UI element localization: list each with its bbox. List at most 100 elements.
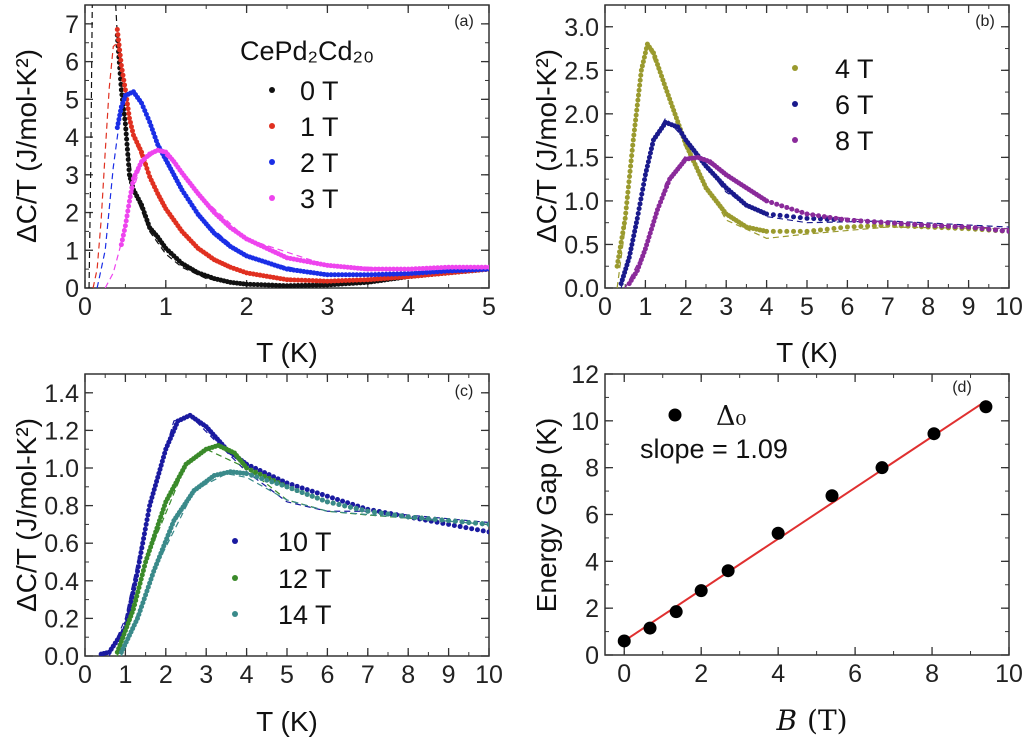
data-point <box>634 215 640 221</box>
data-point <box>126 162 132 168</box>
data-point <box>118 87 124 93</box>
x-tick-label: 9 <box>962 293 976 321</box>
data-point <box>147 580 153 586</box>
data-point <box>257 468 263 474</box>
data-point <box>797 215 803 221</box>
data-point <box>157 466 163 472</box>
data-point <box>321 278 327 284</box>
data-point <box>794 208 800 214</box>
series-4-T <box>614 41 1009 288</box>
x-tick-label: 8 <box>925 660 939 688</box>
data-point <box>420 270 426 276</box>
data-point <box>335 496 340 502</box>
data-point <box>144 166 150 172</box>
data-point <box>446 268 452 274</box>
panel-tag: (b) <box>975 13 995 30</box>
data-point <box>132 602 138 608</box>
data-point <box>347 504 353 510</box>
plot-area <box>614 41 1009 288</box>
data-point <box>451 522 457 528</box>
data-point <box>398 513 404 519</box>
y-tick-label: 2.5 <box>564 57 599 85</box>
data-point <box>811 228 817 234</box>
data-point <box>144 588 150 594</box>
data-point <box>335 281 341 287</box>
data-point <box>134 593 140 599</box>
data-point <box>986 226 992 232</box>
data-point <box>438 265 444 271</box>
y-tick-label: 2.0 <box>564 101 599 129</box>
panel-c: 0 1 2 3 4 5 6 7 8 9 10 0.0 0.2 0.4 0.6 0.8 1.0 1.2 1.4ΔC/T… <box>11 373 503 737</box>
data-point <box>459 519 465 525</box>
data-point <box>124 141 130 147</box>
data-point <box>154 478 160 484</box>
data-point <box>304 491 310 497</box>
data-point <box>638 72 644 78</box>
data-point <box>114 125 120 131</box>
data-point <box>140 104 146 110</box>
data-point <box>764 198 770 204</box>
data-point <box>266 282 272 288</box>
data-point <box>357 272 363 278</box>
data-point <box>1006 228 1009 234</box>
data-point <box>138 576 144 582</box>
data-point <box>162 503 168 509</box>
data-point <box>661 191 667 197</box>
data-point <box>398 271 404 277</box>
legend-label: 6 T <box>835 90 874 120</box>
data-point <box>152 482 158 488</box>
data-point <box>151 533 157 539</box>
data-point <box>416 270 422 276</box>
data-point <box>262 470 268 476</box>
data-point <box>972 225 978 231</box>
data-point <box>309 493 315 499</box>
data-point <box>124 101 130 107</box>
data-point <box>912 221 918 227</box>
series-6-T <box>618 117 1009 288</box>
data-point <box>319 492 325 498</box>
data-point <box>784 204 790 210</box>
data-point <box>378 510 384 516</box>
data-point <box>339 278 345 284</box>
data-point <box>658 199 664 205</box>
panel-tag: (a) <box>454 13 474 30</box>
data-point <box>304 487 310 493</box>
x-tick-label: 1 <box>118 661 132 689</box>
data-point <box>139 202 145 208</box>
data-point <box>137 554 143 560</box>
data-point <box>633 224 639 230</box>
data-point <box>127 194 133 200</box>
data-point <box>145 512 151 518</box>
x-tick-label: 10 <box>995 293 1023 321</box>
data-point <box>952 223 958 229</box>
data-point <box>630 142 636 148</box>
x-tick-label: 2 <box>240 293 254 321</box>
data-point <box>810 212 816 218</box>
y-tick-label: 12 <box>571 361 599 389</box>
y-tick-label: 0.8 <box>44 493 79 521</box>
data-point <box>858 218 864 224</box>
data-point <box>412 515 418 521</box>
data-point <box>129 185 135 191</box>
data-point <box>424 269 430 275</box>
data-point <box>631 127 637 133</box>
data-point <box>771 526 785 540</box>
data-point <box>143 111 149 117</box>
data-point <box>784 213 790 219</box>
data-point <box>875 461 889 475</box>
x-axis-label: T (K) <box>256 706 318 737</box>
data-point <box>655 62 661 68</box>
legend-marker <box>232 538 238 544</box>
data-point <box>777 228 783 234</box>
data-point <box>628 246 634 252</box>
x-tick-label: 3 <box>719 293 733 321</box>
data-point <box>449 264 455 270</box>
data-point <box>394 271 400 277</box>
data-point <box>147 119 153 125</box>
data-point <box>266 472 272 478</box>
data-point <box>480 528 486 534</box>
y-tick-label: 0.2 <box>44 605 79 633</box>
data-point <box>118 242 124 248</box>
data-point <box>453 264 459 270</box>
data-point <box>248 467 254 473</box>
